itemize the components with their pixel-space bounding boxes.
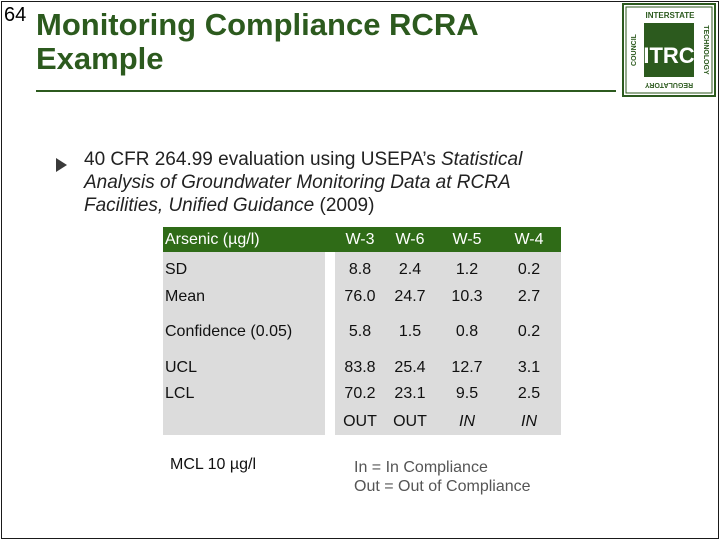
cell-w3: 76.0	[344, 288, 376, 305]
title-underline	[36, 90, 616, 92]
bullet-italic-title: Statistical Analysis of Groundwater Moni…	[84, 149, 523, 216]
cell-w5: 12.7	[451, 359, 483, 376]
table-header-row: Arsenic (µg/l) W-3 W-6 W-5 W-4	[163, 231, 561, 261]
table-row: Mean 76.0 24.7 10.3 2.7	[163, 288, 561, 318]
table-row: Confidence (0.05) 5.8 1.5 0.8 0.2	[163, 323, 561, 353]
cell-w3: OUT	[343, 413, 377, 430]
row-label: Mean	[165, 288, 206, 305]
cell-w5: 0.8	[455, 323, 479, 340]
itrc-logo: ITRC INTERSTATE REGULATORY COUNCIL TECHN…	[622, 3, 716, 97]
row-label: SD	[165, 261, 188, 278]
bullet-prefix: 40 CFR 264.99 evaluation using USEPA’s	[84, 149, 441, 170]
logo-text-bottom: REGULATORY	[645, 81, 693, 88]
row-label: Confidence (0.05)	[165, 323, 293, 340]
cell-w3: 70.2	[344, 385, 376, 402]
cell-w4: IN	[521, 413, 537, 430]
logo-text-left: COUNCIL	[631, 33, 638, 66]
table-row: UCL 83.8 25.4 12.7 3.1	[163, 359, 561, 389]
cell-w3: 5.8	[348, 323, 372, 340]
cell-w6: 1.5	[398, 323, 422, 340]
header-row-bg	[163, 227, 561, 252]
label-column-shade	[163, 227, 325, 435]
slide-title-line2: Example	[36, 41, 164, 76]
table-row: SD 8.8 2.4 1.2 0.2	[163, 261, 561, 291]
logo-monogram: ITRC	[643, 43, 694, 68]
cell-w3: 83.8	[344, 359, 376, 376]
table-row-compliance: OUT OUT IN IN	[163, 413, 561, 443]
logo-text-top: INTERSTATE	[645, 11, 695, 20]
header-w6: W-6	[395, 231, 425, 248]
cell-w3: 8.8	[348, 261, 372, 278]
bullet-text: 40 CFR 264.99 evaluation using USEPA’s S…	[84, 148, 574, 217]
logo-text-right: TECHNOLOGY	[702, 25, 709, 75]
slide-number: 64	[4, 4, 27, 26]
cell-w4: 2.5	[517, 385, 541, 402]
cell-w5: 9.5	[455, 385, 479, 402]
cell-w6: 25.4	[394, 359, 426, 376]
cell-w5: 10.3	[451, 288, 483, 305]
cell-w4: 2.7	[517, 288, 541, 305]
bullet-arrow-icon	[56, 158, 67, 172]
cell-w6: 23.1	[394, 385, 426, 402]
cell-w4: 0.2	[517, 323, 541, 340]
cell-w4: 3.1	[517, 359, 541, 376]
header-w5: W-5	[452, 231, 482, 248]
cell-w4: 0.2	[517, 261, 541, 278]
bullet-suffix: (2009)	[314, 195, 375, 216]
cell-w6: 2.4	[398, 261, 422, 278]
legend-in: In = In Compliance	[354, 459, 488, 476]
compliance-legend: In = In Compliance Out = Out of Complian…	[354, 458, 531, 496]
arsenic-table: Arsenic (µg/l) W-3 W-6 W-5 W-4 SD 8.8 2.…	[163, 227, 561, 435]
cell-w6: 24.7	[394, 288, 426, 305]
values-column-shade	[335, 227, 561, 435]
table-row: LCL 70.2 23.1 9.5 2.5	[163, 385, 561, 415]
row-label: UCL	[165, 359, 198, 376]
header-w3: W-3	[345, 231, 375, 248]
cell-w5: 1.2	[455, 261, 479, 278]
cell-w5: IN	[459, 413, 475, 430]
header-w4: W-4	[514, 231, 544, 248]
header-arsenic: Arsenic (µg/l)	[165, 231, 260, 248]
cell-w6: OUT	[393, 413, 427, 430]
slide-title: Monitoring Compliance RCRA Example	[36, 8, 596, 76]
row-label: LCL	[165, 385, 195, 402]
legend-out: Out = Out of Compliance	[354, 478, 531, 495]
slide-title-line1: Monitoring Compliance RCRA	[36, 7, 479, 42]
mcl-label: MCL 10 µg/l	[170, 456, 256, 473]
